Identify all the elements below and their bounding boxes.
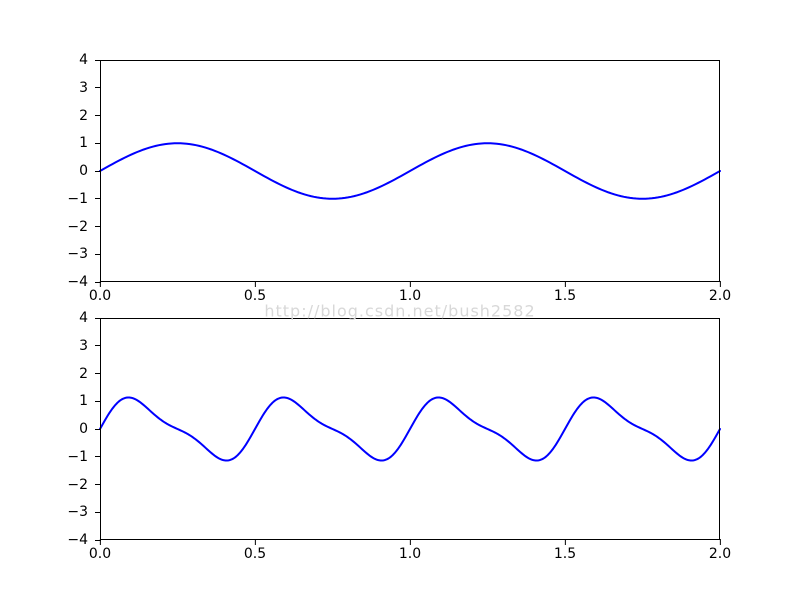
- ytick: −1: [67, 449, 100, 465]
- tickmark: [95, 512, 101, 513]
- plot-area-bottom: [100, 318, 720, 540]
- xtick: 2.0: [709, 282, 731, 304]
- ytick-label: −2: [67, 219, 92, 235]
- ytick: 1: [79, 393, 100, 409]
- tickmark: [95, 373, 101, 374]
- tickmark: [719, 539, 720, 545]
- ytick-label: 2: [79, 366, 92, 382]
- ytick: 4: [79, 310, 100, 326]
- ytick-label: 0: [79, 163, 92, 179]
- xtick-label: 0.5: [244, 546, 266, 562]
- xtick: 2.0: [709, 540, 731, 562]
- ytick: 0: [79, 421, 100, 437]
- tickmark: [719, 281, 720, 287]
- xtick-label: 1.0: [399, 546, 421, 562]
- ytick: 0: [79, 163, 100, 179]
- tickmark: [95, 456, 101, 457]
- xtick: 0.0: [89, 540, 111, 562]
- tickmark: [564, 281, 565, 287]
- plot-area-top: [100, 60, 720, 282]
- tickmark: [95, 87, 101, 88]
- tickmark: [95, 401, 101, 402]
- tickmark: [95, 484, 101, 485]
- line-series-sine-wave: [100, 143, 720, 199]
- tickmark: [95, 254, 101, 255]
- xtick-label: 1.5: [554, 288, 576, 304]
- ytick-label: 3: [79, 338, 92, 354]
- xtick-label: 1.0: [399, 288, 421, 304]
- ytick-label: 4: [79, 310, 92, 326]
- axes-bottom: −4−3−2−1012340.00.51.01.52.0: [100, 318, 720, 540]
- tickmark: [95, 318, 101, 319]
- tickmark: [95, 429, 101, 430]
- ytick: 1: [79, 135, 100, 151]
- ytick-label: 2: [79, 108, 92, 124]
- ytick-label: 4: [79, 52, 92, 68]
- xtick-label: 1.5: [554, 546, 576, 562]
- ytick-label: 1: [79, 393, 92, 409]
- ytick-label: 1: [79, 135, 92, 151]
- tickmark: [254, 539, 255, 545]
- tickmark: [409, 281, 410, 287]
- tickmark: [99, 539, 100, 545]
- tickmark: [95, 345, 101, 346]
- xtick: 1.5: [554, 540, 576, 562]
- tickmark: [95, 143, 101, 144]
- ytick: 3: [79, 80, 100, 96]
- ytick: −2: [67, 219, 100, 235]
- tickmark: [95, 171, 101, 172]
- ytick: 3: [79, 338, 100, 354]
- xtick-label: 0.0: [89, 546, 111, 562]
- xtick-label: 2.0: [709, 546, 731, 562]
- ytick-label: −2: [67, 477, 92, 493]
- xtick: 0.5: [244, 282, 266, 304]
- xtick: 1.0: [399, 540, 421, 562]
- ytick: −2: [67, 477, 100, 493]
- ytick-label: −1: [67, 191, 92, 207]
- ytick-label: 0: [79, 421, 92, 437]
- axes-top: −4−3−2−1012340.00.51.01.52.0: [100, 60, 720, 282]
- xtick-label: 2.0: [709, 288, 731, 304]
- figure: −4−3−2−1012340.00.51.01.52.0 −4−3−2−1012…: [0, 0, 800, 600]
- ytick-label: 3: [79, 80, 92, 96]
- ytick-label: −3: [67, 504, 92, 520]
- ytick: −1: [67, 191, 100, 207]
- tickmark: [564, 539, 565, 545]
- tickmark: [95, 226, 101, 227]
- tickmark: [99, 281, 100, 287]
- ytick: 2: [79, 108, 100, 124]
- xtick: 0.5: [244, 540, 266, 562]
- tickmark: [95, 60, 101, 61]
- ytick: −3: [67, 246, 100, 262]
- tickmark: [95, 115, 101, 116]
- tickmark: [409, 539, 410, 545]
- tickmark: [95, 198, 101, 199]
- ytick: −3: [67, 504, 100, 520]
- ytick: 2: [79, 366, 100, 382]
- ytick: 4: [79, 52, 100, 68]
- xtick: 1.0: [399, 282, 421, 304]
- xtick-label: 0.5: [244, 288, 266, 304]
- line-series-two-tone-sine: [100, 397, 720, 460]
- ytick-label: −3: [67, 246, 92, 262]
- xtick-label: 0.0: [89, 288, 111, 304]
- ytick-label: −1: [67, 449, 92, 465]
- tickmark: [254, 281, 255, 287]
- xtick: 0.0: [89, 282, 111, 304]
- xtick: 1.5: [554, 282, 576, 304]
